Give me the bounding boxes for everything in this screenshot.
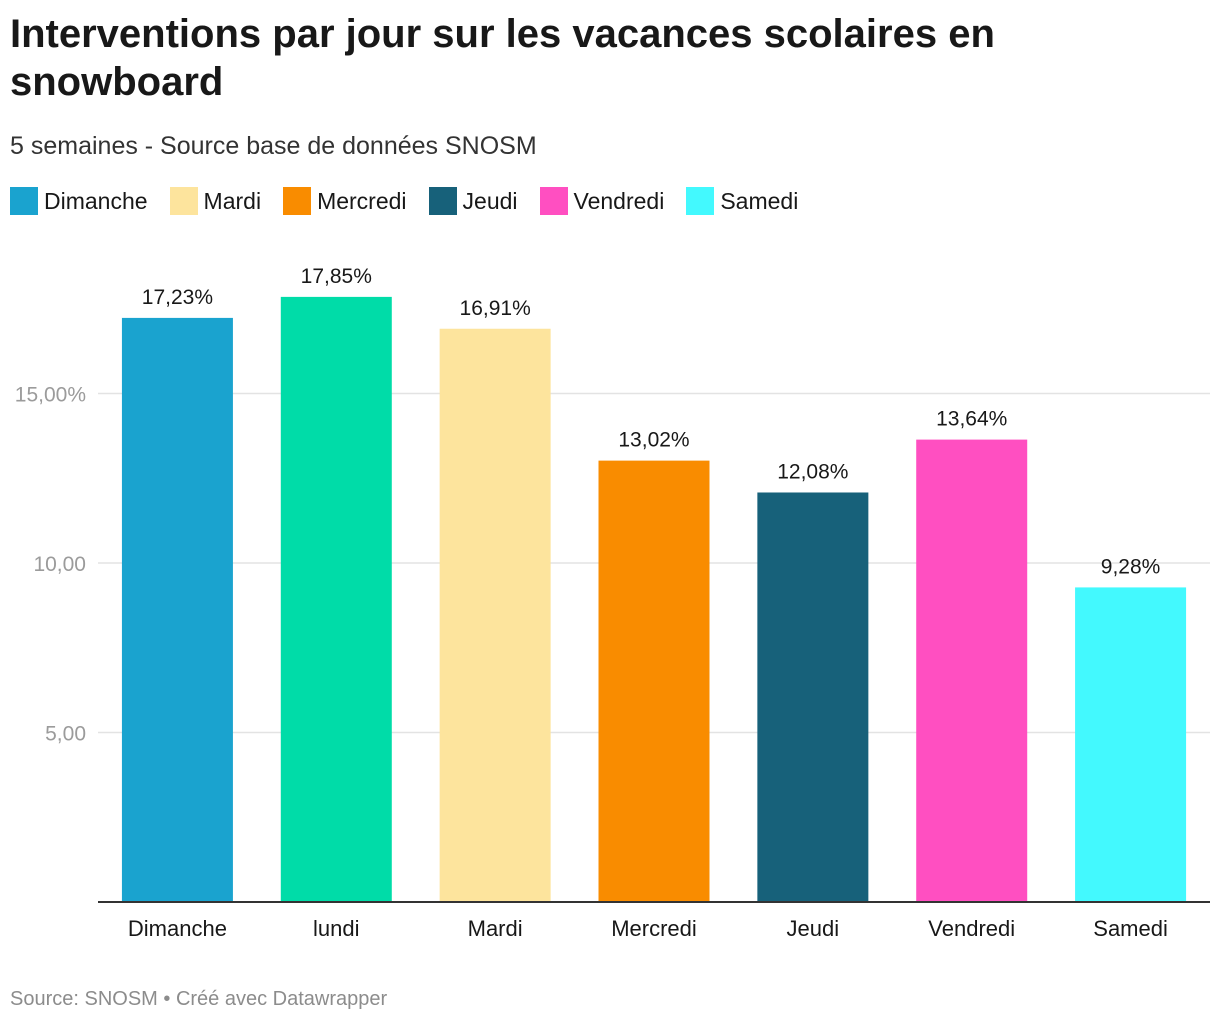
- x-tick-label: Vendredi: [928, 916, 1015, 941]
- legend: Dimanche Mardi Mercredi Jeudi Vendredi S…: [10, 186, 820, 216]
- bar: [598, 460, 710, 902]
- chart-subtitle: 5 semaines - Source base de données SNOS…: [10, 132, 537, 160]
- legend-item-jeudi: Jeudi: [428, 187, 518, 215]
- legend-label: Dimanche: [44, 187, 148, 214]
- y-tick-label: 10,00: [33, 553, 86, 576]
- legend-label: Mercredi: [317, 187, 407, 214]
- bar: [757, 492, 869, 902]
- legend-item-dimanche: Dimanche: [10, 187, 148, 215]
- legend-swatch: [169, 187, 198, 215]
- legend-label: Samedi: [720, 187, 799, 214]
- x-tick-label: Jeudi: [787, 916, 840, 941]
- legend-label: Jeudi: [462, 187, 518, 214]
- bar: [916, 439, 1028, 902]
- legend-swatch: [686, 187, 715, 215]
- chart-title: Interventions par jour sur les vacances …: [10, 12, 995, 104]
- bar: [439, 328, 551, 903]
- data-label: 17,85%: [301, 265, 372, 288]
- data-label: 12,08%: [777, 460, 848, 483]
- data-label: 9,28%: [1101, 555, 1161, 578]
- bar: [280, 296, 392, 902]
- legend-swatch: [539, 187, 568, 215]
- data-label: 16,91%: [460, 297, 531, 320]
- data-label: 13,64%: [936, 408, 1007, 431]
- y-tick-label: 15,00%: [15, 384, 86, 407]
- x-tick-label: Mardi: [468, 916, 523, 941]
- y-tick-label: 5,00: [45, 723, 86, 746]
- bar: [1075, 587, 1187, 902]
- bar: [121, 317, 233, 902]
- legend-swatch: [283, 187, 312, 215]
- legend-item-mardi: Mardi: [169, 187, 262, 215]
- x-tick-label: lundi: [313, 916, 359, 941]
- data-label: 13,02%: [618, 429, 689, 452]
- x-tick-label: Mercredi: [611, 916, 697, 941]
- legend-swatch: [428, 187, 457, 215]
- source-footer: Source: SNOSM • Créé avec Datawrapper: [10, 988, 388, 1010]
- legend-label: Vendredi: [573, 187, 665, 214]
- legend-item-samedi: Samedi: [686, 187, 798, 215]
- legend-label: Mardi: [203, 187, 262, 214]
- x-tick-label: Samedi: [1093, 916, 1168, 941]
- data-label: 17,23%: [142, 286, 213, 309]
- legend-swatch: [10, 187, 38, 215]
- x-tick-label: Dimanche: [128, 916, 227, 941]
- legend-item-mercredi: Mercredi: [283, 187, 407, 215]
- bar-chart: 5,00 10,00 15,00% 17,23% Dimanche 17,85% lundi…: [15, 265, 1210, 941]
- legend-item-vendredi: Vendredi: [539, 187, 665, 215]
